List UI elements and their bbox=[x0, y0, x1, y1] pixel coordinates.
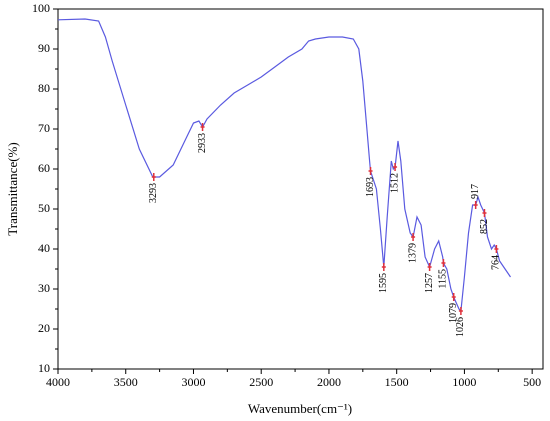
spectrum-line bbox=[57, 18, 511, 313]
peak-marker bbox=[411, 233, 416, 241]
peak-label: 1079 bbox=[448, 303, 459, 323]
peak-label: 852 bbox=[479, 219, 490, 234]
y-tick-label: 30 bbox=[38, 281, 50, 295]
x-tick-label: 500 bbox=[523, 375, 541, 389]
y-tick-label: 100 bbox=[32, 1, 50, 15]
peak-label: 1257 bbox=[424, 273, 435, 293]
peak-label: 764 bbox=[491, 255, 502, 270]
y-tick-label: 60 bbox=[38, 161, 50, 175]
peak-marker bbox=[151, 173, 156, 181]
peak-marker bbox=[473, 201, 478, 209]
x-tick-label: 2500 bbox=[249, 375, 273, 389]
peak-marker bbox=[427, 263, 432, 271]
peak-label: 3293 bbox=[148, 183, 159, 203]
y-tick-label: 70 bbox=[38, 121, 50, 135]
x-tick-label: 2000 bbox=[317, 375, 341, 389]
x-tick-label: 3500 bbox=[114, 375, 138, 389]
peak-marker bbox=[458, 307, 463, 315]
peak-label: 1693 bbox=[365, 177, 376, 197]
peak-marker bbox=[368, 167, 373, 175]
y-tick-label: 20 bbox=[38, 321, 50, 335]
peak-label: 1595 bbox=[378, 273, 389, 293]
peak-marker bbox=[494, 245, 499, 253]
y-axis-label: Transmittance(%) bbox=[5, 142, 20, 235]
peak-label: 1026 bbox=[455, 317, 466, 337]
y-tick-label: 80 bbox=[38, 81, 50, 95]
peak-label: 1512 bbox=[389, 173, 400, 193]
y-tick-label: 90 bbox=[38, 41, 50, 55]
x-tick-label: 1500 bbox=[385, 375, 409, 389]
peak-marker bbox=[200, 123, 205, 131]
peak-marker bbox=[381, 263, 386, 271]
y-tick-label: 50 bbox=[38, 201, 50, 215]
x-tick-label: 1000 bbox=[452, 375, 476, 389]
x-axis-label: Wavenumber(cm⁻¹) bbox=[248, 401, 352, 416]
peak-label: 917 bbox=[470, 184, 481, 199]
x-tick-label: 3000 bbox=[181, 375, 205, 389]
x-tick-label: 4000 bbox=[46, 375, 70, 389]
peak-marker bbox=[441, 259, 446, 267]
y-tick-label: 40 bbox=[38, 241, 50, 255]
peak-label: 1155 bbox=[438, 269, 449, 289]
peak-label: 1379 bbox=[407, 243, 418, 263]
peak-marker bbox=[451, 293, 456, 301]
peak-label: 2933 bbox=[197, 133, 208, 153]
peak-marker bbox=[393, 163, 398, 171]
peak-marker bbox=[482, 209, 487, 217]
y-tick-label: 10 bbox=[38, 361, 50, 375]
